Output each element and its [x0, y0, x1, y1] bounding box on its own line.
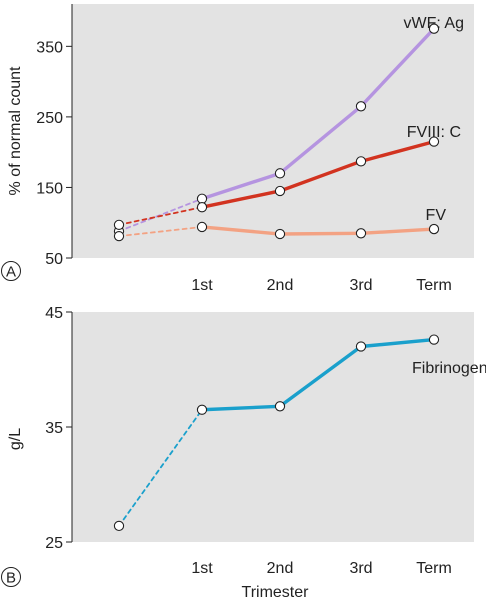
x-tick-label: Term [416, 277, 452, 294]
series-line-segment [359, 26, 436, 109]
panel-b-plot-area [72, 312, 474, 542]
data-point [274, 168, 286, 179]
data-point [196, 193, 208, 204]
series-label: FVIII: C [407, 124, 461, 141]
data-point [428, 23, 440, 34]
data-point [274, 228, 286, 240]
data-point [428, 334, 440, 345]
data-point [196, 221, 208, 233]
x-tick-label: Term [416, 560, 452, 577]
y-tick-label: 250 [36, 110, 63, 127]
y-tick-label: 350 [36, 39, 63, 56]
y-tick-label: 45 [45, 305, 63, 322]
panel-a: % of normal count 50 150 250 350 1st 2nd 3rd T… [1, 4, 474, 294]
series-line-dashed-segment [118, 226, 203, 238]
series-line-segment [200, 171, 282, 201]
data-point [113, 230, 125, 242]
series-line-dashed-segment [118, 408, 203, 527]
series-line-segment [359, 227, 436, 236]
y-tick-label: 25 [45, 535, 63, 552]
series-line-segment [200, 225, 282, 236]
panel-a-letter-circle [1, 261, 21, 281]
data-point [355, 228, 367, 239]
panel-b-letter-circle [1, 567, 21, 587]
data-point [113, 520, 125, 532]
data-point [428, 136, 440, 147]
panel-b-letter: B [6, 570, 16, 587]
series-label: Fibrinogen [412, 360, 486, 377]
panel-b-xlabel: Trimester [242, 584, 310, 600]
data-point [274, 401, 286, 412]
panel-b: g/L 25 35 45 1st 2nd 3rd Term Fibrinogen Trim… [1, 305, 486, 600]
series-label: FV [426, 207, 447, 224]
series-line-segment [278, 344, 363, 408]
series-label: vWF: Ag [404, 15, 464, 32]
x-tick-label: 1st [191, 560, 213, 577]
data-point [428, 223, 440, 235]
series-line-segment [359, 337, 436, 349]
data-point [355, 101, 367, 112]
data-point [113, 219, 125, 230]
x-tick-label: 2nd [267, 277, 294, 294]
data-point [355, 341, 367, 352]
x-tick-label: 2nd [267, 560, 294, 577]
series-line-dashed-segment [118, 197, 203, 233]
series-line-segment [278, 231, 363, 236]
data-point [196, 202, 208, 213]
series-line-dashed-segment [118, 206, 203, 226]
series-line-segment [278, 159, 363, 193]
series-line-segment [359, 139, 436, 164]
x-tick-label: 3rd [349, 277, 372, 294]
series-line-segment [200, 404, 282, 412]
data-point [196, 404, 208, 415]
x-tick-label: 3rd [349, 560, 372, 577]
data-point [274, 185, 286, 197]
series-fibrinogen: Fibrinogen [113, 334, 486, 532]
series-fv: FV [113, 207, 447, 242]
y-tick-label: 50 [45, 251, 63, 268]
y-tick-label: 150 [36, 180, 63, 197]
panel-b-ylabel: g/L [7, 428, 24, 450]
series-fviii-c: FVIII: C [113, 124, 461, 230]
panel-a-letter: A [6, 264, 16, 281]
x-tick-label: 1st [191, 277, 213, 294]
y-tick-label: 35 [45, 420, 63, 437]
series-line-segment [200, 189, 282, 209]
series-line-segment [278, 104, 363, 176]
panel-a-plot-area [72, 4, 474, 258]
panel-a-ylabel: % of normal count [7, 66, 24, 196]
data-point [355, 156, 367, 167]
